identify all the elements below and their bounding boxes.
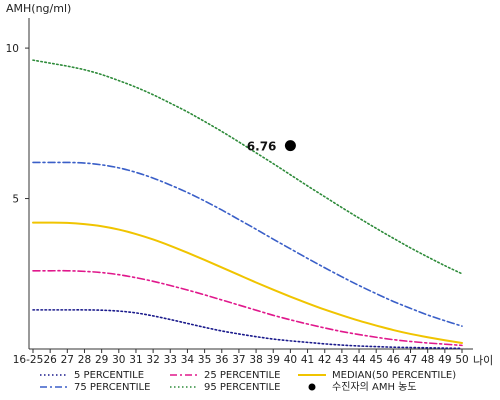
x-tick-label-17: 42	[318, 354, 331, 366]
x-tick-label-18: 43	[335, 354, 348, 366]
x-tick-label-14: 39	[267, 354, 280, 366]
x-tick-label-7: 32	[146, 354, 159, 366]
series-line-1	[32, 269, 463, 347]
x-tick-label-24: 49	[438, 354, 451, 366]
patient-point	[284, 140, 296, 152]
x-tick-label-8: 33	[164, 354, 177, 366]
x-tick-label-22: 47	[404, 354, 417, 366]
x-tick-label-2: 27	[61, 354, 74, 366]
legend-label-2: MEDIAN(50 PERCENTILE)	[332, 370, 456, 381]
x-tick-label-23: 48	[421, 354, 434, 366]
patient-marker-group: 6.76	[247, 140, 296, 154]
legend-swatch-patient	[308, 383, 316, 391]
series-lines	[32, 59, 463, 350]
x-tick-label-20: 45	[370, 354, 383, 366]
x-tick-label-6: 31	[129, 354, 142, 366]
x-tick-label-16: 41	[301, 354, 314, 366]
legend-label-1: 25 PERCENTILE	[204, 370, 280, 381]
x-tick-label-5: 30	[112, 354, 125, 366]
series-line-2	[32, 221, 463, 344]
x-tick-label-9: 34	[181, 354, 195, 366]
patient-value-label: 6.76	[247, 140, 277, 154]
axes: AMH(ng/ml) 나이	[6, 2, 493, 367]
x-tick-label-13: 38	[249, 354, 262, 366]
legend: 5 PERCENTILE 25 PERCENTILE MEDIAN(50 PERCE…	[40, 370, 456, 393]
x-axis-title: 나이	[473, 354, 493, 367]
x-tick-label-1: 26	[43, 354, 57, 366]
x-tick-label-25: 50	[455, 354, 468, 366]
y-axis-title: AMH(ng/ml)	[6, 2, 71, 15]
legend-label-0: 5 PERCENTILE	[74, 370, 144, 381]
x-tick-label-21: 46	[387, 354, 401, 366]
legend-label-4: 95 PERCENTILE	[204, 382, 280, 393]
legend-label-3: 75 PERCENTILE	[74, 382, 150, 393]
x-tick-label-15: 40	[284, 354, 297, 366]
x-tick-label-0: 16-25	[13, 354, 44, 366]
legend-label-patient: 수진자의 AMH 농도	[332, 381, 417, 393]
series-line-3	[32, 161, 463, 327]
x-tick-label-4: 29	[95, 354, 108, 366]
x-tick-label-3: 28	[78, 354, 91, 366]
x-tick-label-11: 36	[215, 354, 229, 366]
y-tick-label-1: 10	[6, 43, 19, 55]
series-line-4	[32, 59, 463, 275]
series-line-0	[32, 309, 463, 350]
x-tick-label-19: 44	[352, 354, 366, 366]
x-tick-label-10: 35	[198, 354, 211, 366]
y-tick-label-0: 5	[12, 194, 19, 206]
x-tick-label-12: 37	[232, 354, 245, 366]
